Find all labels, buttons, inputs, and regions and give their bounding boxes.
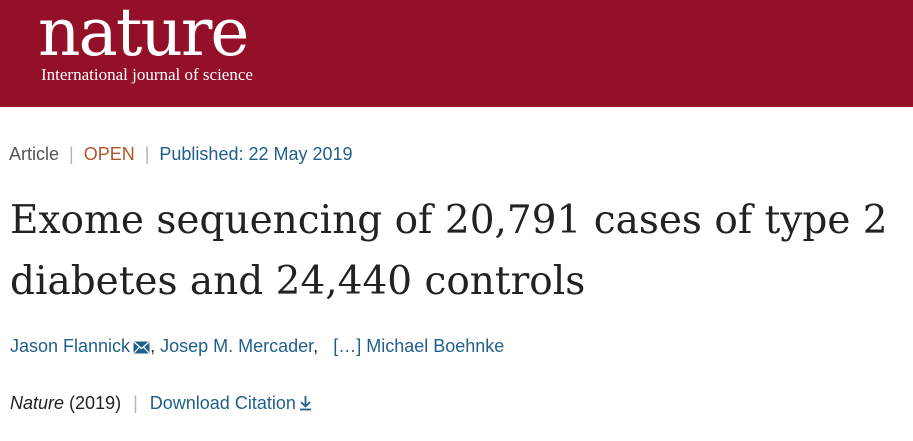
site-tagline: International journal of science [41,65,253,84]
nature-logo[interactable]: nature [38,0,249,71]
author-name: Jason Flannick [10,336,131,356]
site-header: nature International journal of science [0,0,913,107]
show-all-authors-button[interactable]: […] [333,336,362,356]
open-access-badge: OPEN [83,144,135,164]
citation-divider: | [133,393,138,413]
meta-divider: | [144,144,150,164]
download-citation-button[interactable]: Download Citation [150,393,312,413]
download-citation-label: Download Citation [149,393,296,413]
author-link-josep-mercader[interactable]: Josep M. Mercader [160,336,314,356]
published-date: Published: 22 May 2019 [159,144,353,164]
article-type: Article [9,144,60,164]
article-meta: Article | OPEN | Published: 22 May 2019 [9,142,353,166]
author-separator: , [313,336,319,356]
journal-name: Nature [10,393,65,413]
citation-line: Nature (2019) | Download Citation [10,391,312,417]
meta-divider: | [69,144,74,164]
mail-icon[interactable] [133,336,150,360]
author-separator: , [150,336,156,356]
download-icon [299,393,312,417]
author-link-michael-boehnke[interactable]: Michael Boehnke [366,336,505,356]
article-title: Exome sequencing of 20,791 cases of type… [10,198,888,304]
author-list: Jason Flannick, Josep M. Mercader, […] M… [10,334,504,360]
author-link-jason-flannick[interactable]: Jason Flannick [10,336,150,356]
citation-year: (2019) [69,393,122,413]
